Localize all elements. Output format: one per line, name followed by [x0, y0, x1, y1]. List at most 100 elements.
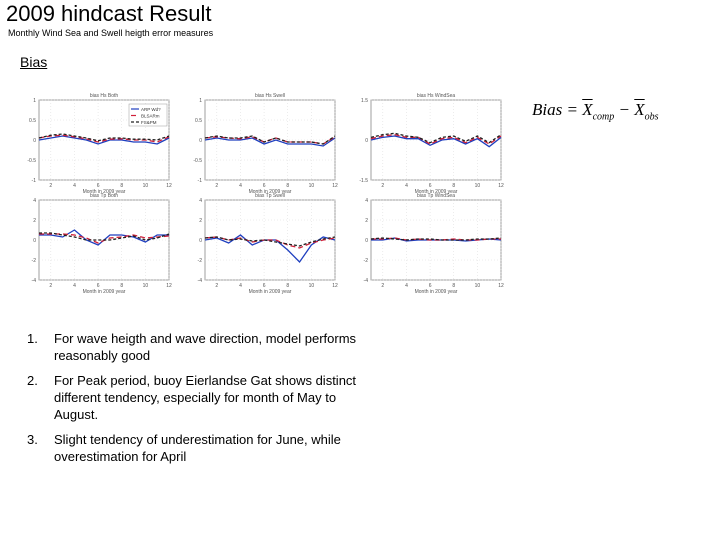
x-tick-label: 12: [498, 283, 504, 289]
chart-title: bias Hs Both: [90, 93, 119, 99]
x-tick-label: 6: [429, 183, 432, 189]
page-subtitle: Monthly Wind Sea and Swell heigth error …: [8, 28, 214, 38]
y-tick-label: 4: [199, 198, 202, 204]
chart-title: bias Tp Both: [90, 193, 118, 199]
list-item-text: For wave heigth and wave direction, mode…: [54, 331, 357, 363]
x-tick-label: 4: [239, 283, 242, 289]
x-tick-label: 12: [332, 283, 338, 289]
chart-panel-5: 4 2 0 -2 -4 2 4 6 8 10 12 bias Tp Swell Month in 200…: [198, 193, 338, 295]
x-tick-label: 10: [309, 283, 315, 289]
x-tick-label: 4: [73, 283, 76, 289]
x-tick-label: 8: [452, 283, 455, 289]
series-line-3: [39, 232, 170, 241]
x-axis-label: Month in 2009 year: [415, 289, 458, 295]
y-tick-label: -2: [32, 258, 37, 264]
y-tick-label: 0.5: [195, 118, 202, 124]
x-tick-label: 4: [405, 283, 408, 289]
x-axis-label: Month in 2009 year: [249, 189, 292, 195]
y-tick-label: -4: [364, 278, 369, 284]
list-item: 2. For Peak period, buoy Eierlandse Gat s…: [27, 372, 357, 423]
x-axis-label: Month in 2009 year: [83, 289, 126, 295]
bias-plots-grid: 1 0.5 0 -0.5 -1 2 4 6 8 10 12 bias Hs Both Month in …: [27, 93, 504, 295]
findings-list: 1. For wave heigth and wave direction, mo…: [27, 330, 357, 473]
chart-panel-6: 4 2 0 -2 -4 2 4 6 8 10 12 bias Tp WindSea Month in 2…: [364, 193, 504, 295]
y-tick-label: -1: [32, 178, 37, 184]
x-tick-label: 8: [452, 183, 455, 189]
x-tick-label: 2: [381, 183, 384, 189]
y-tick-label: 2: [199, 218, 202, 224]
x-tick-label: 6: [263, 183, 266, 189]
y-tick-label: -2: [364, 258, 369, 264]
list-item: 3. Slight tendency of underestimation for…: [27, 431, 357, 465]
list-item-text: Slight tendency of underestimation for J…: [54, 432, 341, 464]
x-tick-label: 6: [97, 283, 100, 289]
x-tick-label: 8: [120, 283, 123, 289]
x-axis-label: Month in 2009 year: [83, 189, 126, 195]
y-tick-label: -1: [198, 178, 203, 184]
x-tick-label: 12: [166, 283, 172, 289]
formula-xbar-obs: X: [634, 100, 645, 119]
page-title: 2009 hindcast Result: [6, 1, 212, 26]
formula-sub-obs: obs: [644, 111, 659, 123]
y-tick-label: -4: [198, 278, 203, 284]
x-tick-label: 8: [286, 283, 289, 289]
series-line-1: [370, 135, 502, 148]
chart-title: bias Tp Swell: [255, 193, 285, 199]
formula-xbar-comp: X: [582, 100, 593, 119]
list-item: 1. For wave heigth and wave direction, mo…: [27, 330, 357, 364]
formula-lhs: Bias: [532, 100, 563, 119]
x-tick-label: 12: [332, 183, 338, 189]
x-tick-label: 10: [475, 283, 481, 289]
y-tick-label: 0: [33, 238, 36, 244]
series-line-2: [204, 236, 336, 249]
x-tick-label: 2: [49, 183, 52, 189]
chart-panel-1: 1 0.5 0 -0.5 -1 2 4 6 8 10 12 bias Hs Both Month in …: [27, 93, 172, 195]
section-label-bias: Bias: [20, 54, 48, 70]
x-tick-label: 12: [498, 183, 504, 189]
list-item-number: 1.: [27, 331, 38, 346]
y-tick-label: 1: [33, 98, 36, 104]
series-line-1: [38, 135, 170, 145]
legend-label: FS&PM: [141, 120, 157, 125]
x-tick-label: 6: [263, 283, 266, 289]
y-tick-label: 4: [33, 198, 36, 204]
chart-title: bias Tp WindSea: [417, 193, 455, 199]
series-line-3: [204, 236, 336, 247]
series-line-3: [38, 133, 170, 142]
y-tick-label: 4: [365, 198, 368, 204]
x-tick-label: 4: [73, 183, 76, 189]
y-tick-label: 1.5: [361, 98, 368, 104]
x-axis-label: Month in 2009 year: [415, 189, 458, 195]
bias-formula: Bias = Xcomp − Xobs: [532, 100, 659, 123]
y-tick-label: 0: [199, 138, 202, 144]
x-tick-label: 6: [97, 183, 100, 189]
chart-panel-3: 1.5 0 -1.5 2 4 6 8 10 12 bias Hs WindSea Month in …: [359, 93, 504, 195]
y-tick-label: -2: [198, 258, 203, 264]
y-tick-label: 0.5: [29, 118, 36, 124]
y-tick-label: 0: [33, 138, 36, 144]
series-line-2: [370, 134, 502, 145]
chart-title: bias Hs Swell: [255, 93, 285, 99]
legend-label: BLSARm: [141, 113, 160, 118]
x-tick-label: 10: [143, 183, 149, 189]
x-axis-label: Month in 2009 year: [249, 289, 292, 295]
y-tick-label: 2: [365, 218, 368, 224]
x-tick-label: 2: [381, 283, 384, 289]
chart-panel-2: 1 0.5 0 -0.5 -1 2 4 6 8 10 12 bias Hs Swell Month in…: [193, 93, 338, 195]
x-tick-label: 2: [215, 283, 218, 289]
x-tick-label: 8: [120, 183, 123, 189]
x-tick-label: 8: [286, 183, 289, 189]
x-tick-label: 2: [49, 283, 52, 289]
x-tick-label: 4: [405, 183, 408, 189]
formula-sub-comp: comp: [592, 111, 615, 123]
x-tick-label: 12: [166, 183, 172, 189]
x-tick-label: 10: [309, 183, 315, 189]
y-tick-label: -1.5: [359, 178, 368, 184]
series-line-1: [204, 137, 336, 147]
series-line-3: [370, 132, 502, 144]
x-tick-label: 10: [143, 283, 149, 289]
x-tick-label: 4: [239, 183, 242, 189]
list-item-number: 2.: [27, 373, 38, 388]
series-line-3: [204, 135, 336, 145]
y-tick-label: -0.5: [193, 158, 202, 164]
